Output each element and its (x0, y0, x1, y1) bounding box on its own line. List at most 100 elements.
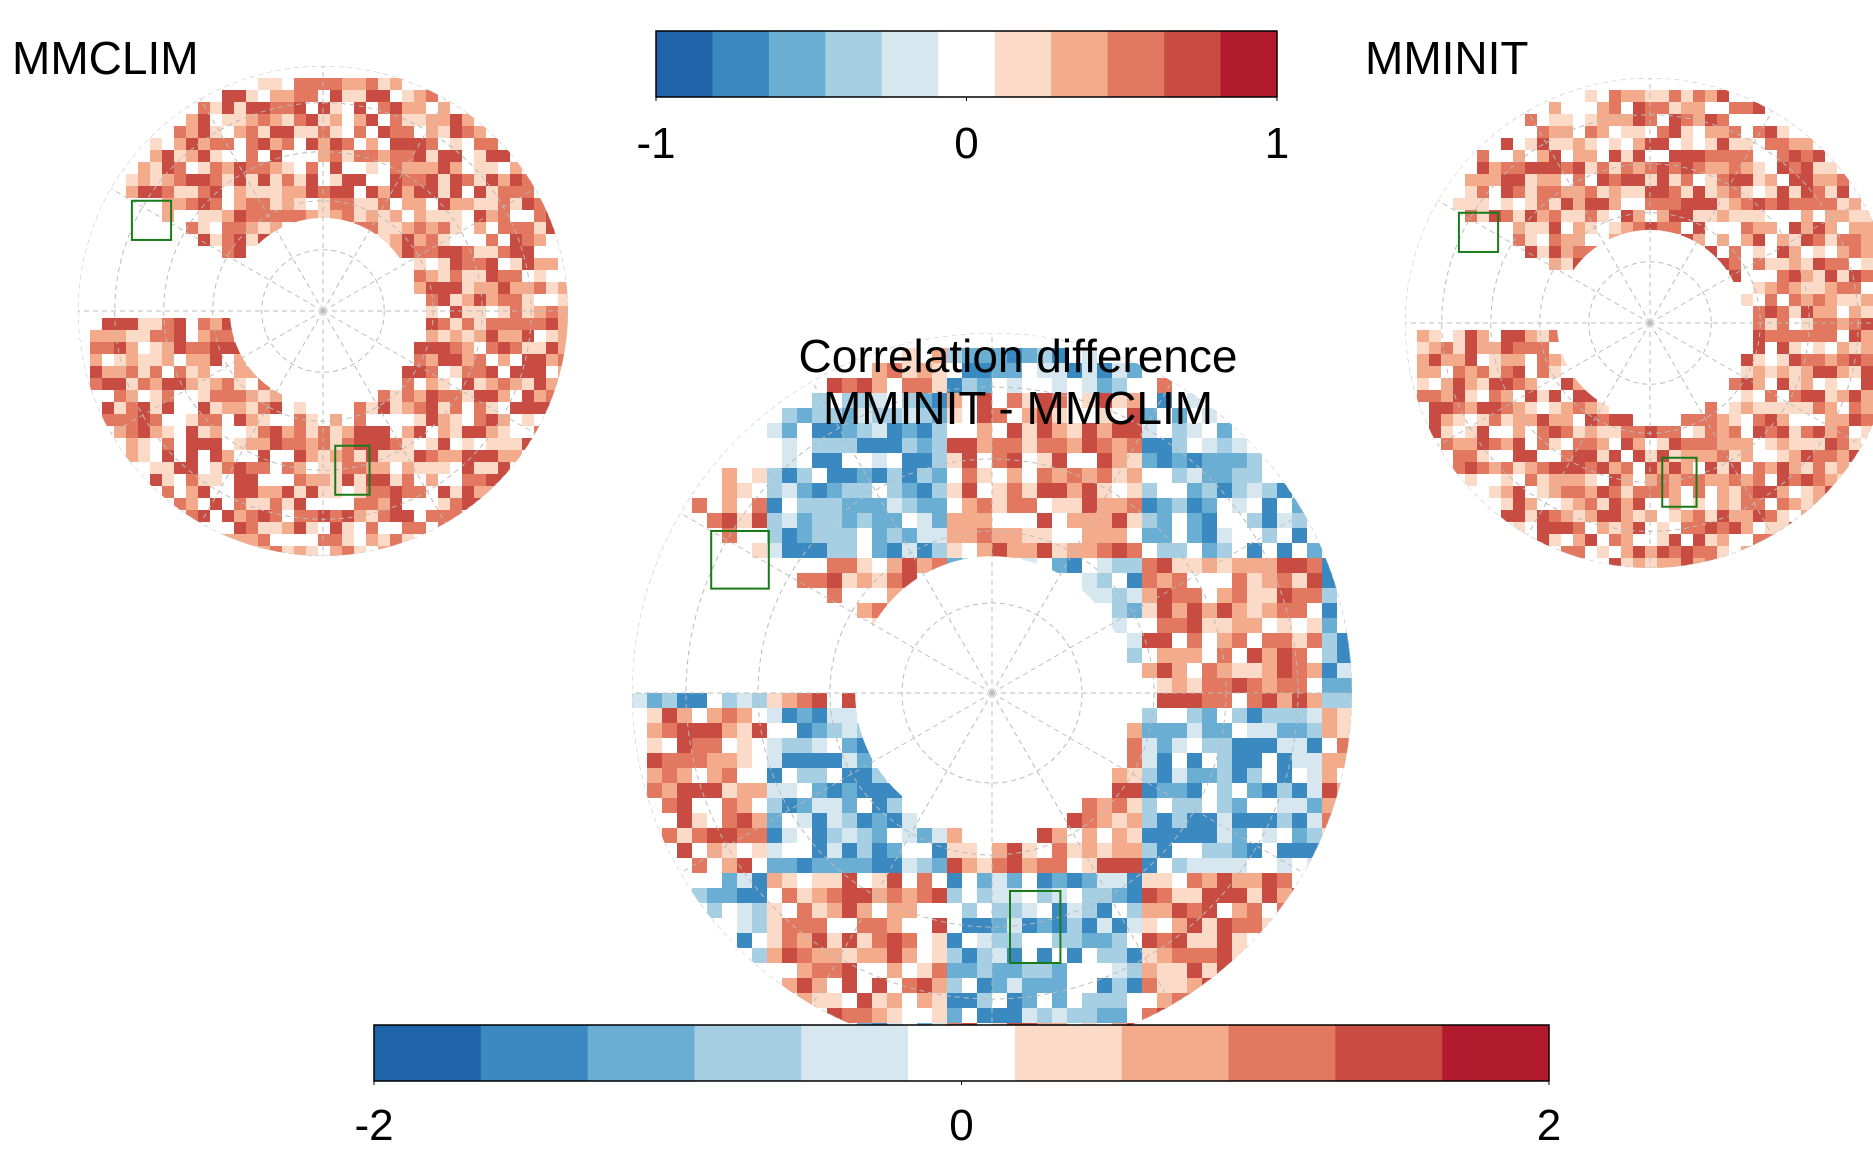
map-cell (782, 423, 797, 438)
map-cell (1127, 723, 1142, 738)
map-cell (932, 963, 947, 978)
map-cell (426, 114, 438, 126)
map-cell (647, 693, 662, 708)
map-cell (1765, 426, 1777, 438)
map-cell (1861, 270, 1873, 282)
map-cell (1681, 474, 1693, 486)
map-cell (1262, 723, 1277, 738)
map-cell (1777, 450, 1789, 462)
map-cell (1693, 210, 1705, 222)
map-cell (234, 474, 246, 486)
map-cell (318, 534, 330, 546)
map-cell (1465, 342, 1477, 354)
map-cell (1142, 768, 1157, 783)
map-cell (414, 390, 426, 402)
map-cell (1172, 813, 1187, 828)
map-cell (1525, 414, 1537, 426)
map-cell (692, 693, 707, 708)
map-cell (887, 918, 902, 933)
map-cell (366, 114, 378, 126)
map-cell (1861, 330, 1873, 342)
map-cell (1645, 174, 1657, 186)
map-cell (474, 462, 486, 474)
map-cell (1621, 474, 1633, 486)
graticule (110, 188, 324, 312)
map-cell (1112, 543, 1127, 558)
map-cell (1127, 588, 1142, 603)
map-cell (767, 918, 782, 933)
map-cell (1052, 498, 1067, 513)
map-cell (330, 522, 342, 534)
map-cell (1597, 162, 1609, 174)
map-cell (1621, 174, 1633, 186)
map-cell (1813, 354, 1825, 366)
map-cell (1801, 354, 1813, 366)
map-cell (150, 402, 162, 414)
map-cell (962, 513, 977, 528)
map-cell (450, 510, 462, 522)
map-cell (872, 513, 887, 528)
map-cell (414, 246, 426, 258)
map-cell (1477, 402, 1489, 414)
map-cell (1813, 150, 1825, 162)
map-cell (992, 498, 1007, 513)
map-cell (1172, 738, 1187, 753)
map-cell (842, 693, 857, 708)
map-cell (150, 474, 162, 486)
map-cell (1097, 873, 1112, 888)
map-cell (797, 723, 812, 738)
map-cell (438, 282, 450, 294)
map-cell (1465, 354, 1477, 366)
map-cell (782, 693, 797, 708)
map-cell (917, 468, 932, 483)
map-cell (150, 138, 162, 150)
map-cell (857, 813, 872, 828)
map-cell (162, 330, 174, 342)
map-cell (1277, 783, 1292, 798)
map-cell (1322, 663, 1337, 678)
map-cell (294, 462, 306, 474)
map-cell (1849, 306, 1861, 318)
map-cell (1127, 903, 1142, 918)
map-cell (1801, 234, 1813, 246)
map-cell (1609, 510, 1621, 522)
map-cell (522, 198, 534, 210)
map-cell (1849, 294, 1861, 306)
map-cell (1247, 723, 1262, 738)
map-cell (1705, 126, 1717, 138)
map-cell (1597, 198, 1609, 210)
map-cell (294, 210, 306, 222)
map-cell (1825, 462, 1837, 474)
map-cell (306, 414, 318, 426)
map-cell (342, 522, 354, 534)
map-cell (1561, 402, 1573, 414)
map-cell (1669, 426, 1681, 438)
map-cell (1277, 483, 1292, 498)
map-cell (1157, 603, 1172, 618)
map-cell (258, 546, 270, 556)
map-cell (438, 342, 450, 354)
map-cell (1292, 678, 1307, 693)
map-cell (1052, 468, 1067, 483)
map-cell (902, 813, 917, 828)
map-cell (402, 162, 414, 174)
map-cell (402, 138, 414, 150)
map-cell (354, 210, 366, 222)
map-cell (1729, 150, 1741, 162)
colorbar-bin (480, 1025, 589, 1081)
map-cell (1489, 366, 1501, 378)
map-cell (1693, 558, 1705, 568)
map-cell (1801, 258, 1813, 270)
map (78, 66, 568, 556)
map-cell (1621, 486, 1633, 498)
graticule (679, 512, 993, 694)
map-cell (1753, 486, 1765, 498)
map-cell (1765, 414, 1777, 426)
map-cell (150, 174, 162, 186)
map-cell (162, 474, 174, 486)
map-cell (330, 174, 342, 186)
map-cell (270, 198, 282, 210)
map-cell (1549, 438, 1561, 450)
map-cell (1561, 378, 1573, 390)
map-cell (1645, 486, 1657, 498)
